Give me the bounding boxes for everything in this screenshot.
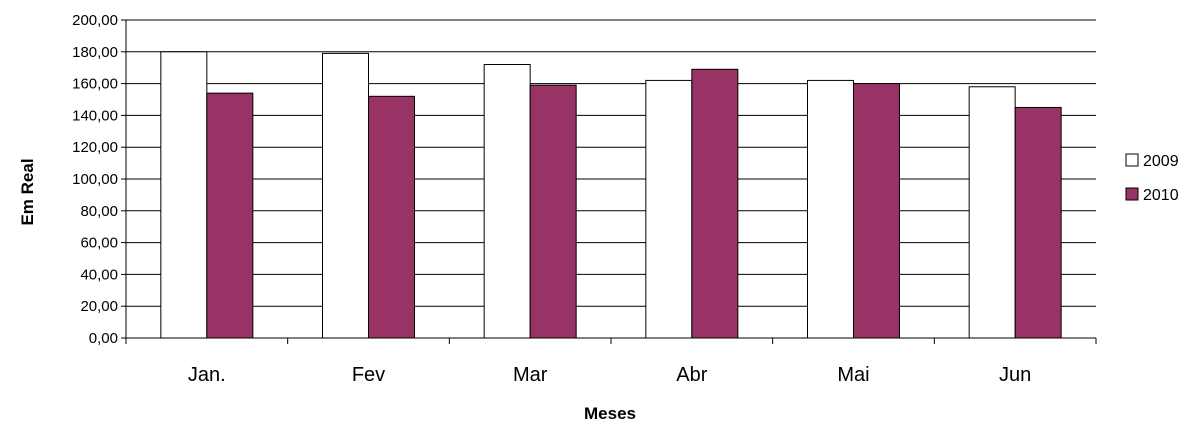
y-tick-label: 40,00 [80, 266, 118, 283]
legend-label-2010: 2010 [1143, 187, 1179, 204]
bar-2010-1 [368, 95, 415, 339]
y-tick-label: 0,00 [89, 330, 118, 347]
bar-2009-5 [968, 86, 1016, 339]
x-tick-label: Abr [676, 364, 707, 386]
y-tick-label: 180,00 [72, 44, 118, 61]
y-tick-label: 60,00 [80, 235, 118, 252]
y-tick-label: 100,00 [72, 171, 118, 188]
y-tick-label: 20,00 [80, 298, 118, 315]
bar-2010-0 [206, 92, 254, 339]
bar-2009-1 [322, 52, 369, 339]
y-tick-label: 200,00 [72, 12, 118, 29]
bar-2010-2 [529, 84, 577, 339]
bars [160, 51, 1062, 339]
bar-2010-4 [853, 83, 900, 339]
axes [121, 19, 1097, 344]
x-tick-label: Mar [513, 364, 548, 386]
legend-swatch-2009 [1125, 153, 1139, 167]
tick-labels: 0,00 20,00 40,00 60,00 80,00 100,00 120,00 140,… [72, 12, 1031, 386]
bar-2010-5 [1014, 106, 1062, 339]
y-tick-label: 140,00 [72, 107, 118, 124]
legend: 2009 2010 [1125, 153, 1179, 204]
y-tick-label: 120,00 [72, 139, 118, 156]
x-tick-label: Fev [352, 364, 385, 386]
y-tick-label: 160,00 [72, 76, 118, 93]
bar-2010-3 [691, 68, 739, 339]
x-tick-label: Jun [999, 364, 1031, 386]
x-axis-title: Meses [584, 404, 636, 423]
bar-2009-3 [645, 79, 693, 339]
legend-swatch-2010 [1125, 187, 1139, 201]
x-tick-label: Mai [837, 364, 869, 386]
bar-2009-0 [160, 51, 208, 339]
legend-label-2009: 2009 [1143, 153, 1179, 170]
y-axis-title: Em Real [18, 158, 37, 225]
bar-2009-4 [807, 79, 854, 339]
gridlines [126, 19, 1096, 307]
x-tick-label: Jan. [188, 364, 226, 386]
bar-2009-2 [483, 64, 531, 339]
y-tick-label: 80,00 [80, 203, 118, 220]
